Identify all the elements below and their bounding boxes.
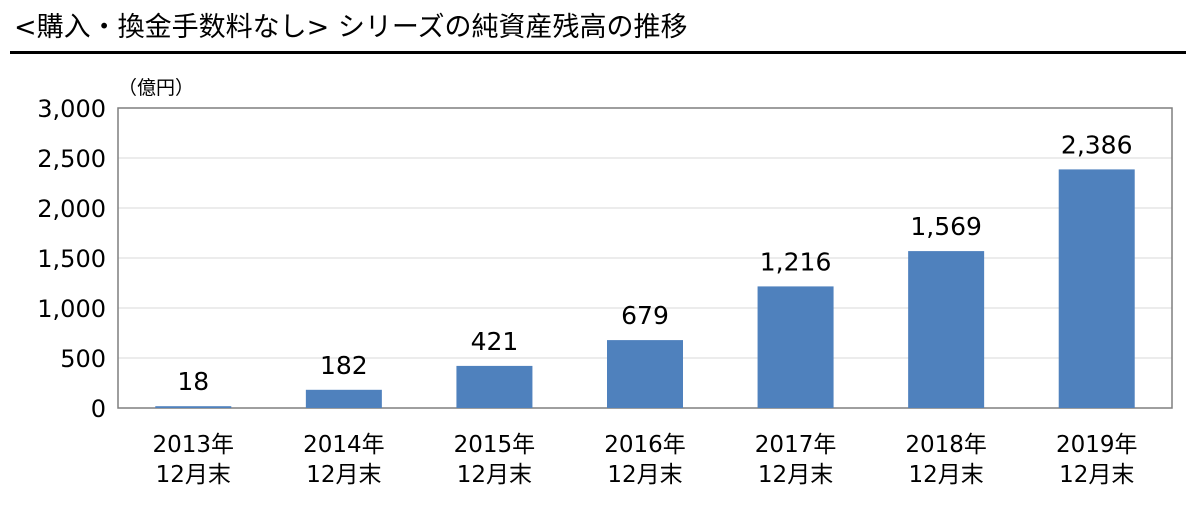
bar [757,286,834,408]
x-tick-label: 12月末 [1059,462,1134,488]
x-tick-label: 12月末 [457,462,532,488]
y-tick-label: 0 [91,395,106,423]
x-tick-label: 2014年 [303,432,385,458]
bar [607,340,683,408]
bar [1058,169,1135,408]
data-label: 679 [621,301,669,330]
bar [305,389,382,408]
bar [908,251,985,408]
y-tick-label: 2,500 [37,145,106,173]
data-label: 2,386 [1061,130,1133,159]
x-tick-label: 2013年 [153,432,235,458]
chart-title: <購入・換金手数料なし> シリーズの純資産残高の推移 [14,12,688,43]
x-tick-label: 2019年 [1056,432,1138,458]
y-tick-label: 1,000 [37,295,106,323]
y-tick-label: 500 [60,345,106,373]
y-tick-label: 3,000 [37,95,106,123]
x-tick-label: 12月末 [306,462,381,488]
data-label: 182 [320,351,368,380]
bar [456,365,533,408]
x-tick-label: 12月末 [156,462,231,488]
y-tick-label: 1,500 [37,245,106,273]
data-label: 1,216 [760,247,832,276]
x-tick-label: 12月末 [909,462,984,488]
title-underline [10,51,1186,54]
x-tick-label: 2015年 [454,432,536,458]
bar [155,406,232,408]
data-label: 18 [177,367,209,396]
x-tick-label: 2018年 [905,432,987,458]
y-unit-label: （億円） [118,77,194,99]
x-tick-label: 12月末 [758,462,833,488]
x-tick-label: 2016年 [604,432,686,458]
data-label: 1,569 [910,212,982,241]
x-tick-label: 2017年 [755,432,837,458]
y-tick-label: 2,000 [37,195,106,223]
data-label: 421 [471,327,519,356]
x-tick-label: 12月末 [607,462,682,488]
